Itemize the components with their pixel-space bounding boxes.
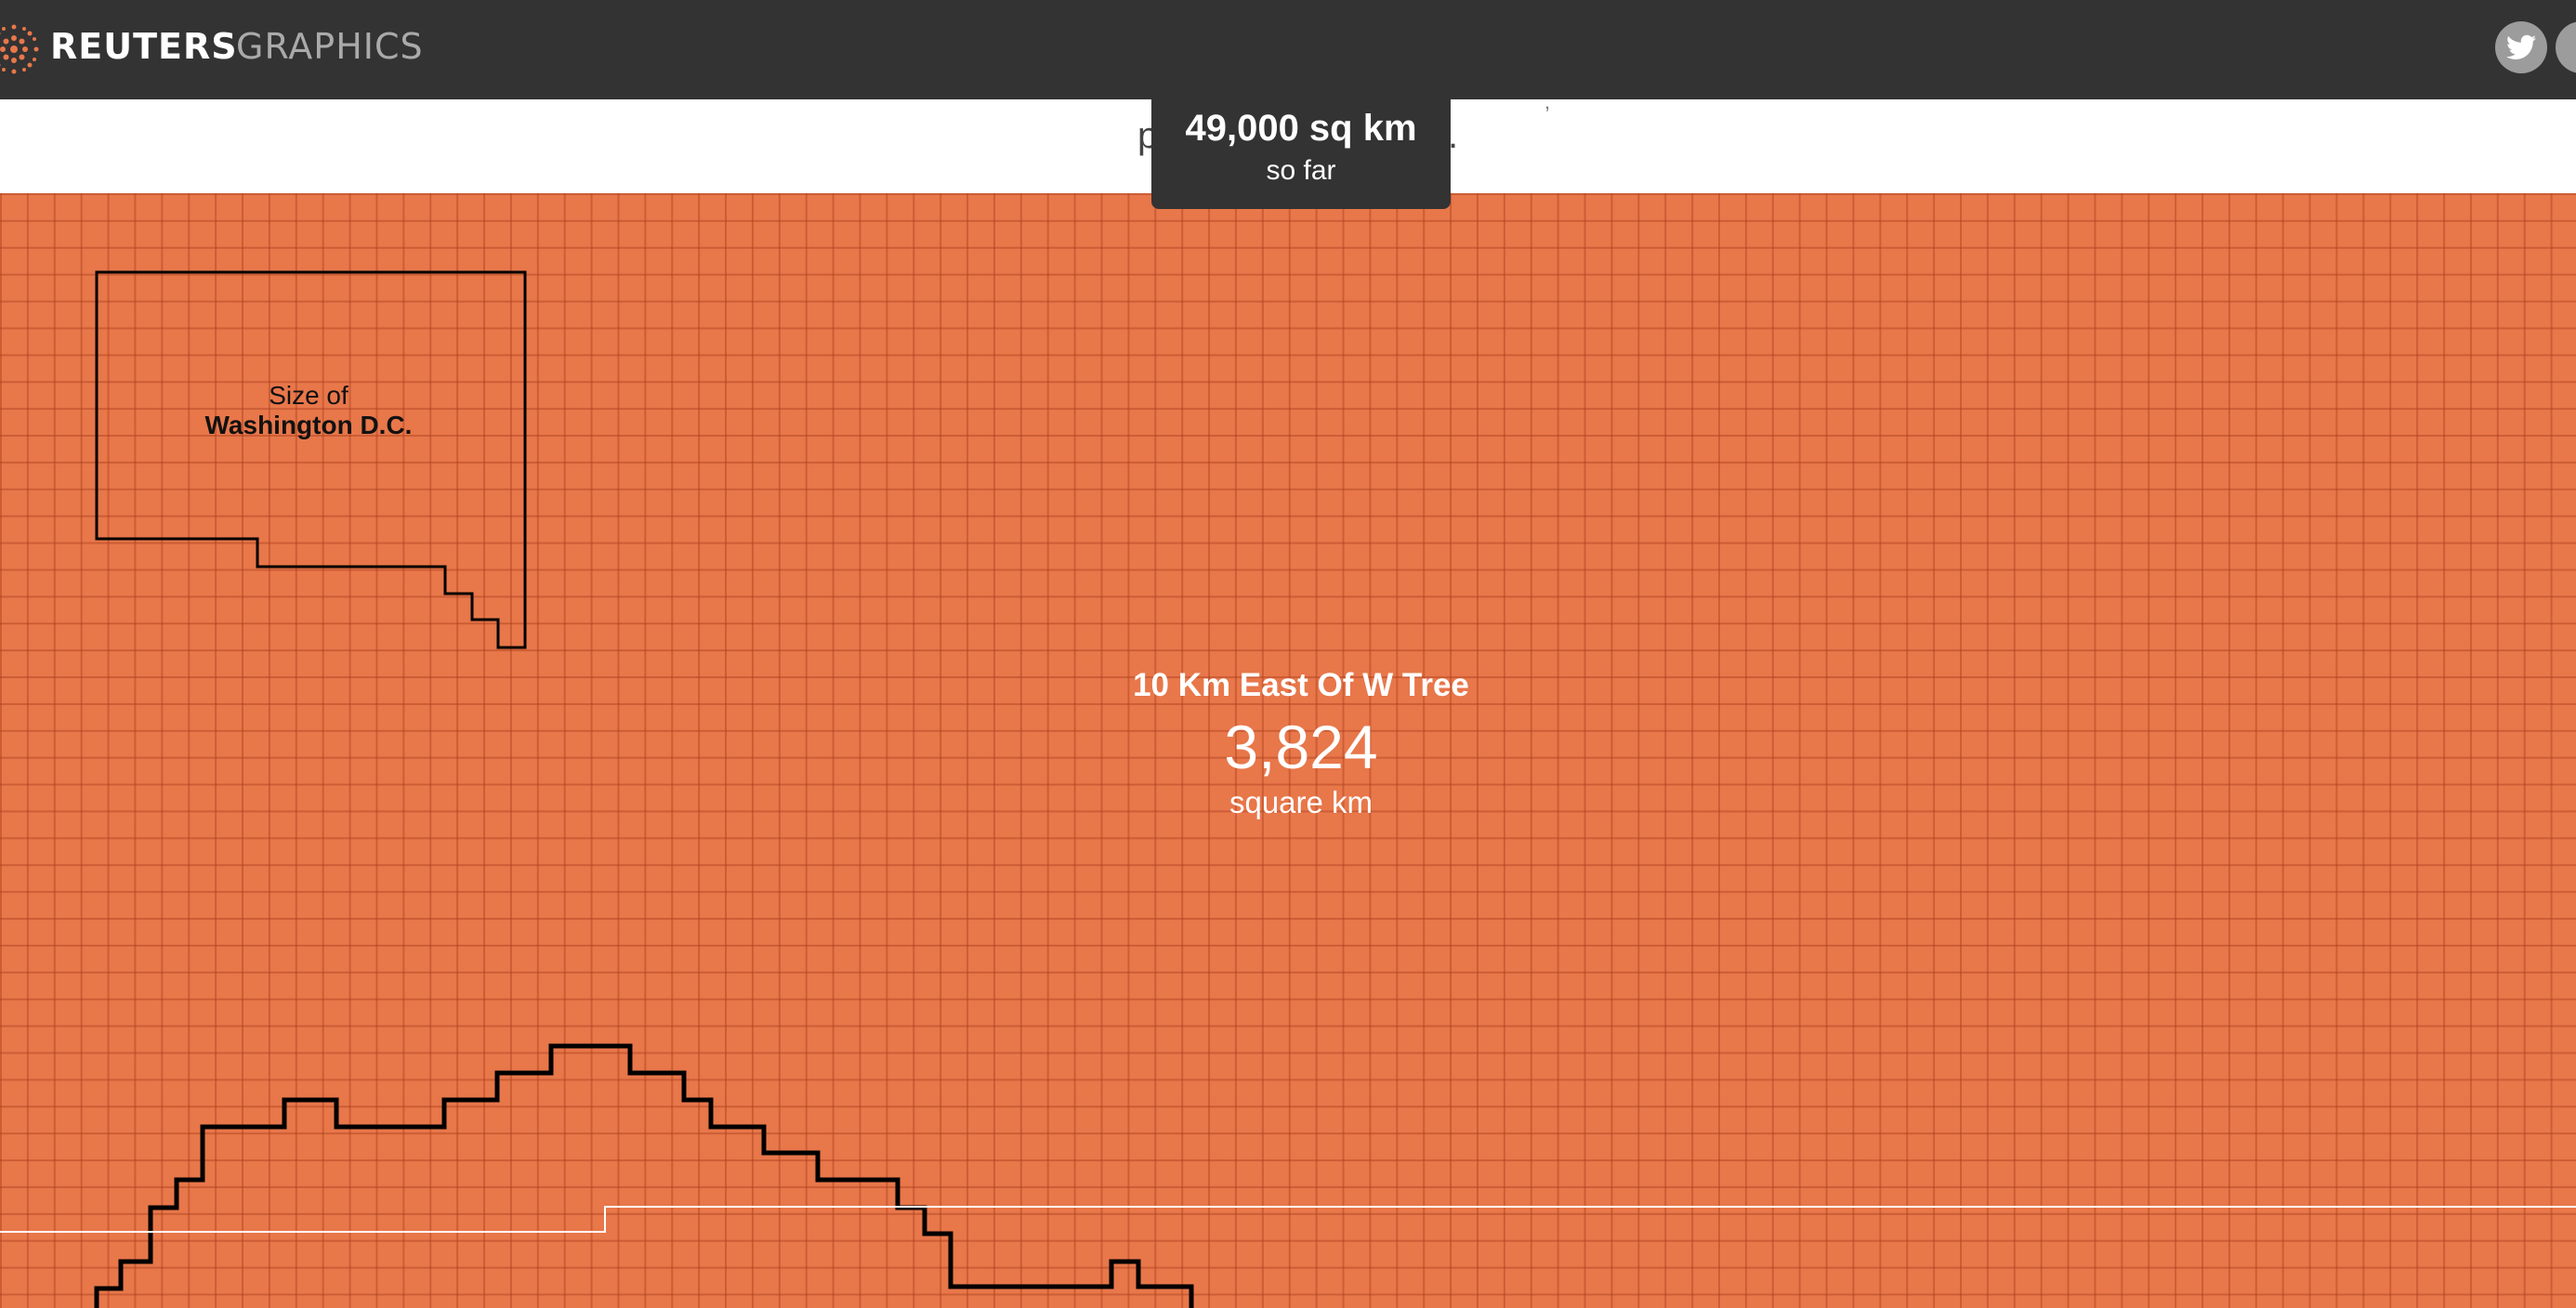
fire-perimeter-outline[interactable]	[94, 1043, 1194, 1308]
size-reference-prefix: Size of	[269, 381, 348, 410]
tooltip-caption: so far	[1266, 155, 1336, 186]
size-reference-place: Washington D.C.	[204, 411, 413, 439]
reuters-dot-logo-icon[interactable]	[0, 20, 43, 78]
twitter-share-button[interactable]	[2495, 21, 2547, 73]
size-reference-label: Size of Washington D.C.	[123, 381, 494, 440]
fire-name: 10 Km East Of W Tree	[1133, 667, 1469, 703]
intro-text-fragment-top: ,	[1544, 90, 1551, 113]
cumulative-area-tooltip: 49,000 sq km so far	[1151, 89, 1451, 209]
twitter-icon	[2506, 34, 2536, 59]
intro-text-fragment-right: .	[1448, 115, 1459, 156]
burned-area-grid	[0, 193, 2576, 1308]
top-navigation-bar: REUTERS GRAPHICS	[0, 0, 2576, 99]
tooltip-value: 49,000 sq km	[1185, 108, 1417, 149]
fire-area-value: 3,824	[1224, 713, 1378, 781]
section-name[interactable]: GRAPHICS	[236, 26, 424, 67]
washington-dc-outline	[95, 270, 527, 649]
brand-name[interactable]: REUTERS	[50, 26, 238, 67]
fire-area-unit: square km	[1229, 785, 1373, 819]
cumulative-area-progress-line	[0, 1206, 2576, 1233]
share-button[interactable]	[2556, 21, 2576, 73]
